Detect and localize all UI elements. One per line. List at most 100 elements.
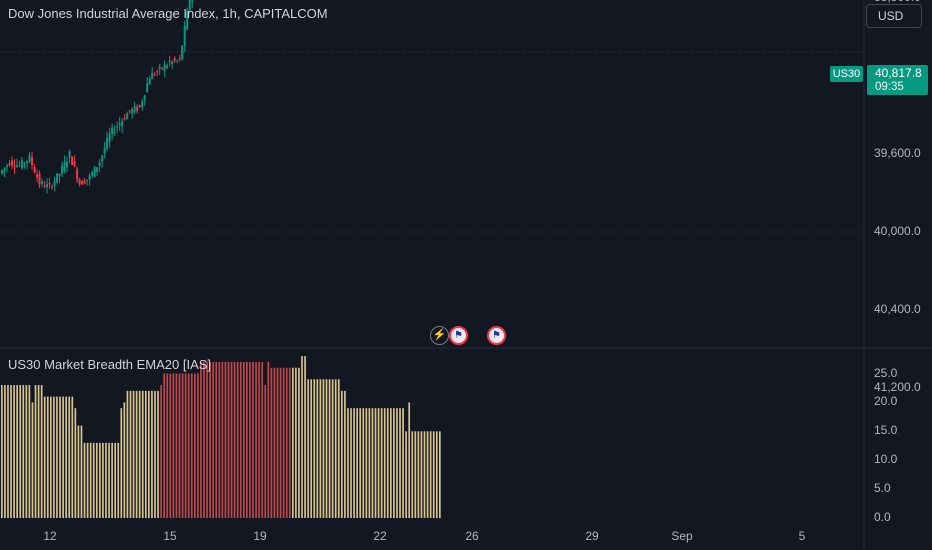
breadth-bar: [123, 402, 126, 518]
breadth-bar: [291, 367, 294, 518]
breadth-bar: [83, 442, 86, 518]
breadth-bar: [108, 442, 110, 518]
candle: [96, 167, 99, 177]
breadth-bar: [184, 373, 187, 518]
breadth-bar: [307, 379, 309, 518]
breadth-bar: [10, 385, 12, 518]
breadth-bar: [126, 390, 129, 518]
breadth-bar: [402, 408, 404, 518]
breadth-bar: [362, 408, 365, 518]
breadth-bar: [148, 390, 150, 518]
breadth-bar: [7, 385, 9, 518]
breadth-bar: [221, 361, 224, 518]
breadth-bar: [50, 396, 52, 518]
time-tick-label: 12: [43, 529, 57, 543]
candle: [128, 110, 131, 114]
candle: [76, 166, 79, 183]
candle: [81, 179, 84, 185]
breadth-bar: [132, 390, 135, 518]
breadth-bar: [209, 361, 211, 518]
breadth-bar: [371, 408, 374, 518]
breadth-bar: [71, 396, 74, 518]
candle: [153, 71, 156, 77]
lightning-icon[interactable]: ⚡: [430, 326, 449, 345]
breadth-bar: [111, 442, 113, 518]
breadth-bar: [31, 402, 34, 518]
currency-selector-button[interactable]: USD: [866, 4, 922, 28]
breadth-bar: [408, 402, 411, 518]
breadth-bar: [68, 396, 71, 518]
us-flag-icon[interactable]: ⚑: [487, 326, 506, 345]
candle: [191, 0, 194, 9]
candle: [176, 59, 179, 64]
breadth-bar: [368, 408, 371, 518]
breadth-bar: [331, 379, 334, 518]
breadth-bar: [236, 361, 239, 518]
breadth-bar: [270, 367, 273, 518]
indicator-tick-label: 5.0: [874, 481, 891, 496]
breadth-bar: [273, 367, 276, 518]
price-tick-label: 39,600.0: [874, 146, 921, 160]
breadth-bar: [77, 425, 80, 518]
candle: [126, 111, 129, 120]
breadth-bar: [95, 442, 98, 518]
breadth-bar: [399, 408, 401, 518]
breadth-bar: [4, 385, 6, 518]
breadth-bar: [13, 385, 15, 518]
candle: [116, 121, 119, 133]
breadth-bar: [423, 431, 426, 518]
breadth-bar: [435, 431, 438, 518]
candle: [11, 156, 14, 169]
breadth-bar: [344, 390, 346, 518]
time-tick-label: 19: [253, 529, 267, 543]
time-tick-label: 15: [163, 529, 177, 543]
breadth-bar: [319, 379, 322, 518]
breadth-bar: [365, 408, 368, 518]
breadth-bar: [377, 408, 380, 518]
candle: [141, 98, 144, 111]
breadth-bar: [252, 361, 254, 518]
breadth-bar: [426, 431, 429, 518]
breadth-bar: [405, 431, 407, 518]
breadth-bar: [117, 442, 120, 518]
indicator-title: US30 Market Breadth EMA20 [IAS]: [8, 357, 212, 372]
breadth-bar: [356, 408, 358, 518]
breadth-bar: [350, 408, 352, 518]
breadth-bar: [190, 373, 193, 518]
breadth-bar: [114, 442, 117, 518]
candle: [23, 162, 26, 169]
candle: [103, 141, 106, 159]
candle: [163, 60, 166, 78]
candle: [131, 107, 134, 119]
indicator-tick-label: 25.0: [874, 365, 898, 380]
breadth-bar: [429, 431, 432, 518]
breadth-bar: [1, 385, 3, 518]
breadth-bar: [261, 361, 264, 518]
breadth-bar: [187, 373, 190, 518]
breadth-bar: [46, 396, 49, 518]
candle: [183, 20, 186, 53]
breadth-bar: [181, 373, 184, 518]
candle: [121, 117, 124, 134]
breadth-bar: [380, 408, 383, 518]
breadth-bar: [28, 385, 31, 518]
us-flag-icon[interactable]: ⚑: [449, 326, 468, 345]
breadth-bar: [80, 425, 83, 518]
breadth-bar: [432, 431, 435, 518]
breadth-bar: [59, 396, 61, 518]
candle: [136, 104, 139, 114]
breadth-bar: [19, 385, 22, 518]
symbol-badge: US30: [830, 66, 863, 82]
breadth-bar: [178, 373, 181, 518]
candle: [78, 177, 81, 187]
candle: [178, 54, 181, 63]
breadth-bar: [279, 367, 282, 518]
candle: [83, 178, 86, 185]
breadth-bar: [200, 361, 202, 518]
candle: [71, 156, 74, 166]
breadth-bar: [420, 431, 423, 518]
candle: [166, 63, 169, 70]
breadth-bar: [230, 361, 233, 518]
breadth-bar: [160, 385, 162, 518]
